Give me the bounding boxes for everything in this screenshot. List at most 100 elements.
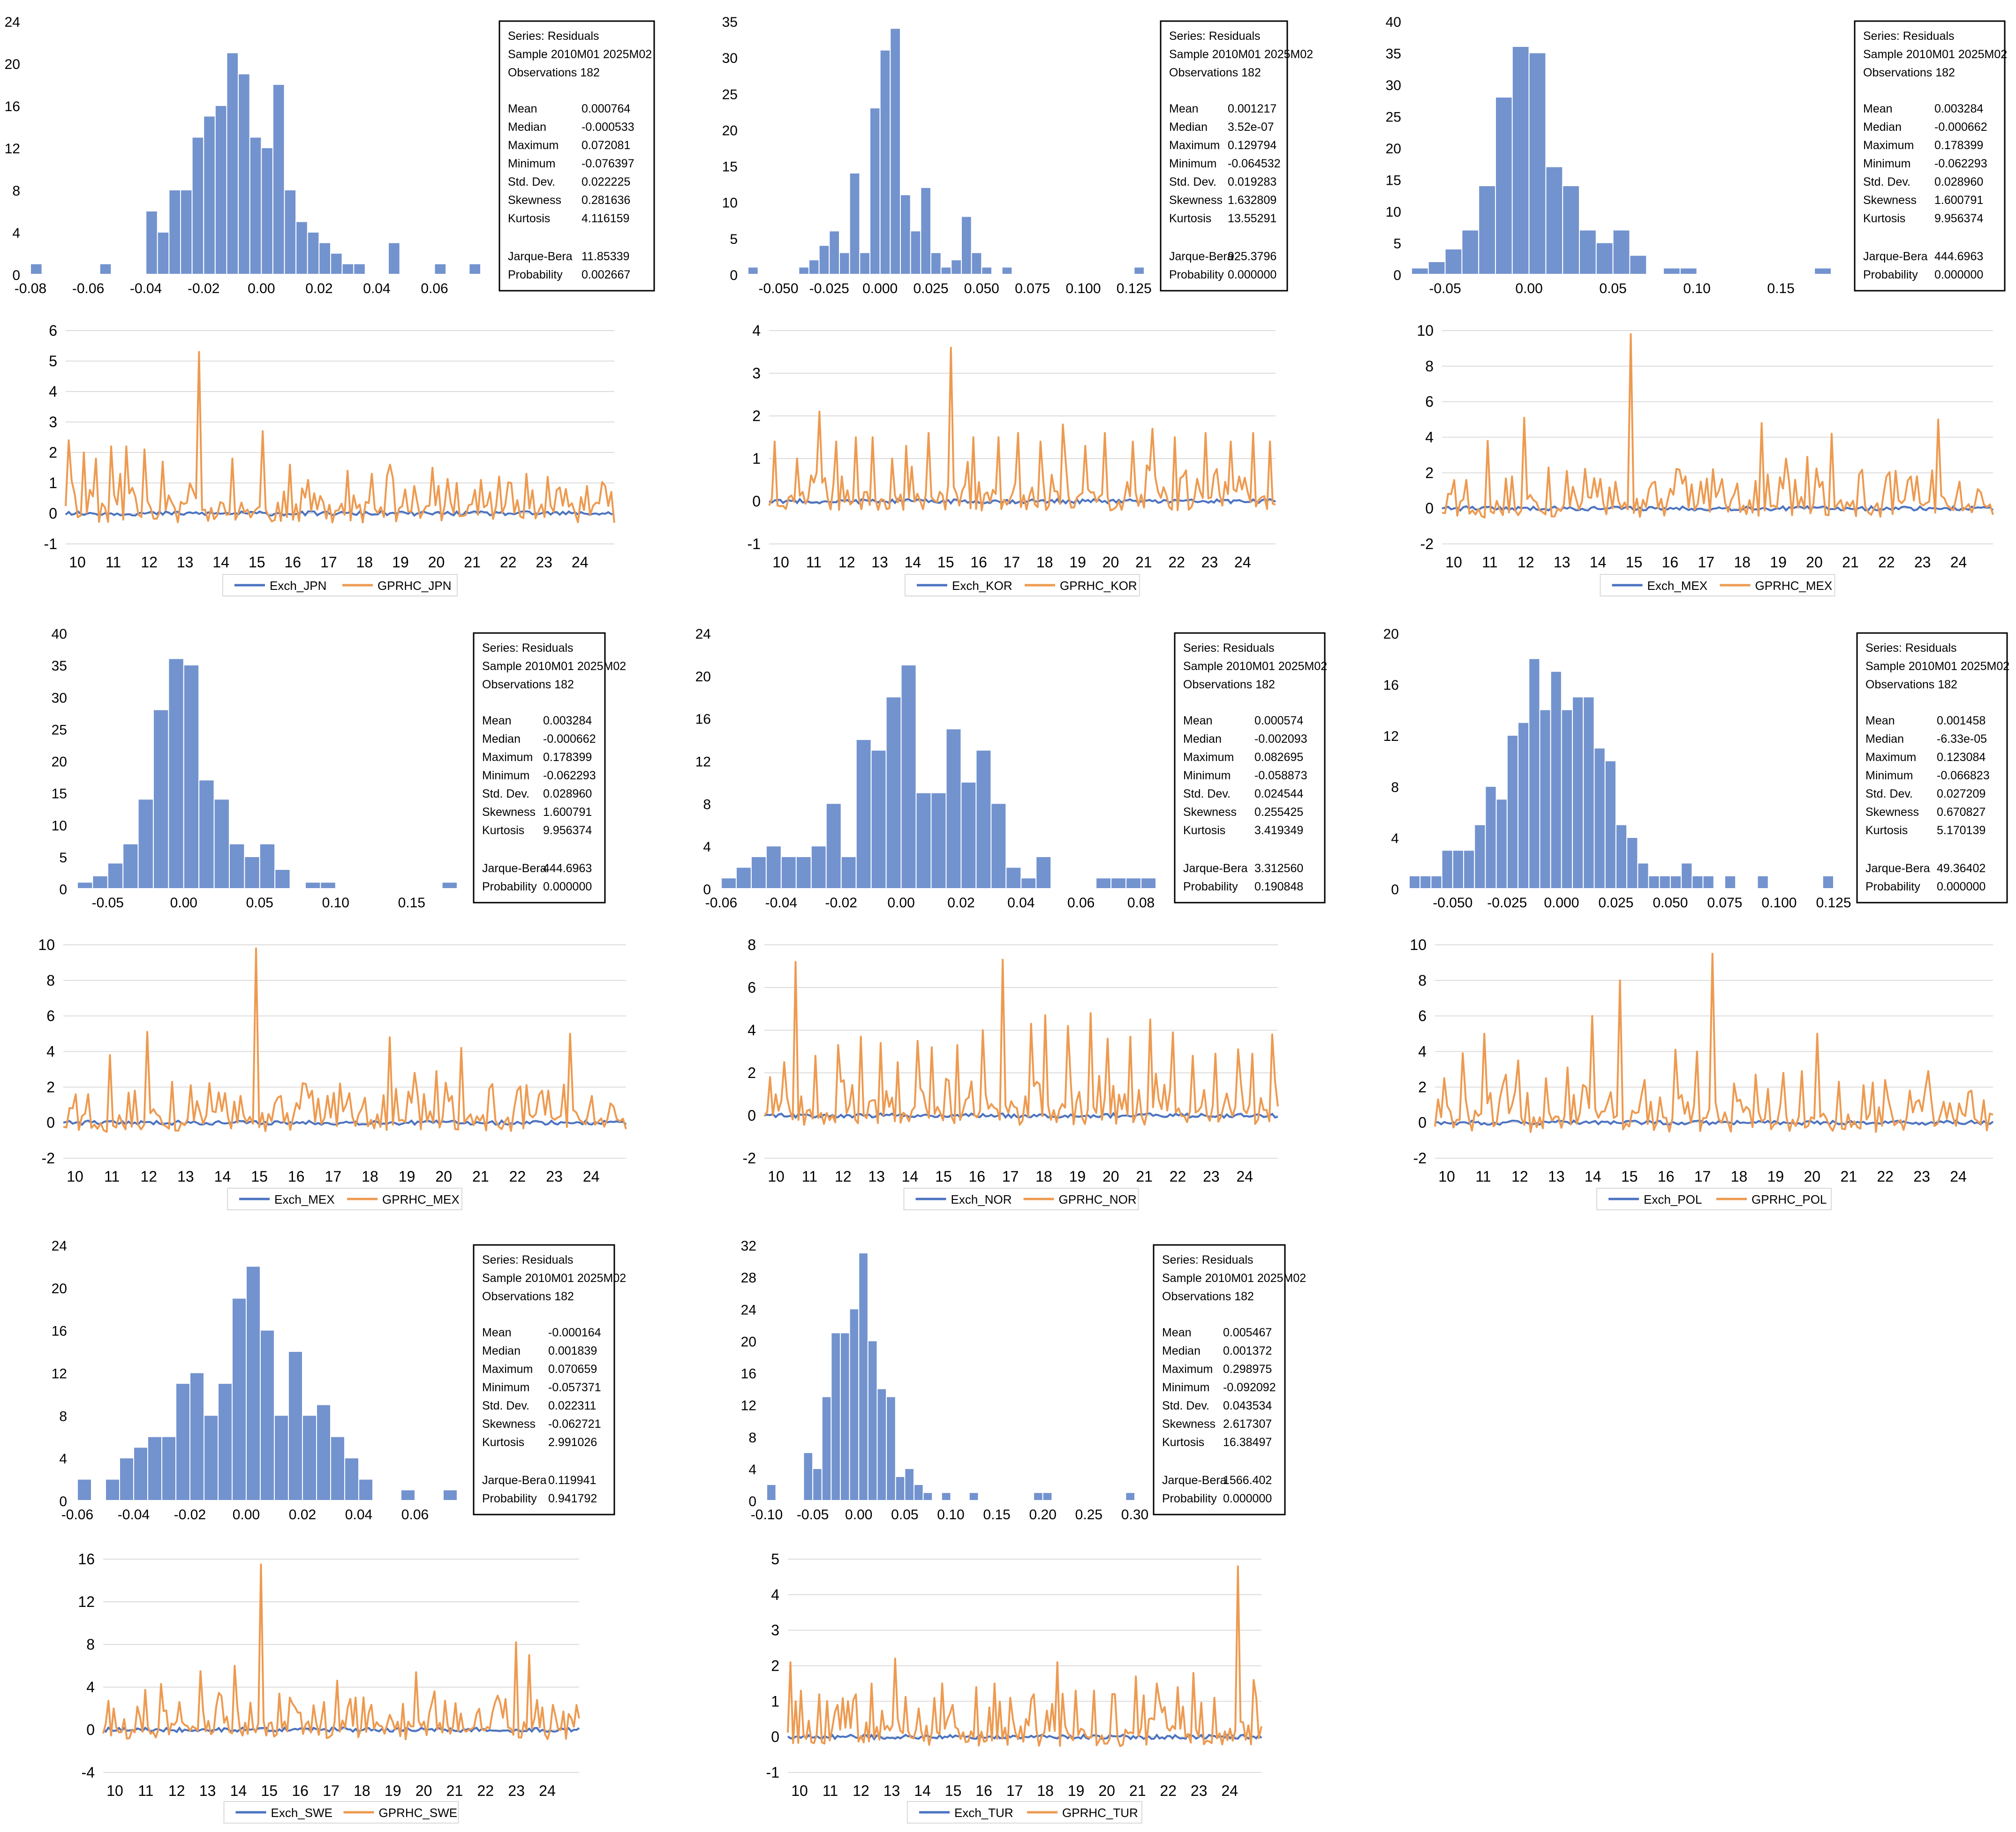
- legend-label-gprhc: GPRHC_MEX: [1755, 579, 1833, 593]
- histogram-bar: [204, 1415, 219, 1501]
- x-tick-label: 21: [464, 554, 481, 571]
- y-tick-label: 8: [46, 972, 55, 989]
- y-tick-label: 12: [5, 141, 20, 157]
- legend: Exch_NOR GPRHC_NOR: [903, 1188, 1139, 1210]
- x-tick-label: 22: [1877, 1168, 1894, 1185]
- stats-row-value: 4.116159: [581, 212, 629, 225]
- stats-observations-label: Observations 182: [482, 1290, 574, 1303]
- stats-row-value: -0.058873: [1254, 769, 1307, 782]
- stats-row-label: Maximum: [1183, 751, 1234, 764]
- stats-box: Series: Residuals Sample 2010M01 2025M02 O…: [1160, 20, 1313, 292]
- x-tick-label: 0.075: [1707, 895, 1742, 911]
- x-tick-label: 17: [1002, 1168, 1019, 1185]
- x-tick-label: 22: [500, 554, 517, 571]
- histogram-bar: [1669, 875, 1682, 889]
- histogram-bar: [238, 73, 250, 275]
- histogram-bar: [214, 105, 227, 275]
- legend: Exch_MEX GPRHC_MEX: [227, 1188, 462, 1210]
- y-tick-label: 16: [78, 1551, 95, 1568]
- histogram-bar: [272, 84, 285, 275]
- x-tick-label: 0.20: [1029, 1507, 1057, 1523]
- stats-box-frame: [1854, 20, 2006, 292]
- exch-series-line: [63, 1119, 627, 1126]
- x-tick-label: 19: [1069, 554, 1086, 571]
- histogram-bar: [147, 1436, 162, 1501]
- histogram-bar: [288, 1351, 303, 1501]
- histogram-bar: [218, 1383, 233, 1501]
- x-tick-label: 0.050: [964, 281, 999, 296]
- histogram-bar: [388, 242, 400, 275]
- histogram-bar: [353, 263, 366, 275]
- histogram-bar: [975, 749, 992, 889]
- histogram-bar: [930, 792, 947, 889]
- stats-box-frame: [498, 20, 655, 292]
- x-tick-label: 22: [1170, 1168, 1186, 1185]
- x-tick-label: 0.04: [363, 281, 390, 296]
- stats-row-value: -0.000662: [1934, 121, 1987, 134]
- x-tick-label: 0.15: [983, 1507, 1010, 1523]
- y-tick-label: 20: [5, 57, 20, 72]
- y-tick-label: 2: [1418, 1078, 1427, 1095]
- histogram-bar: [318, 242, 332, 275]
- stats-box: Series: Residuals Sample 2010M01 2025M02 O…: [473, 1244, 626, 1515]
- stats-prob-label: Probability: [1865, 880, 1920, 893]
- legend: Exch_MEX GPRHC_MEX: [1600, 574, 1835, 596]
- histogram-bar: [910, 230, 921, 275]
- histogram-bar: [189, 1372, 204, 1501]
- histogram-bar: [1562, 185, 1580, 275]
- histogram-bar: [249, 136, 262, 275]
- stats-row-value: 0.255425: [1254, 806, 1303, 819]
- x-tick-label: -0.025: [809, 281, 849, 296]
- stats-row-label: Skewness: [482, 806, 536, 819]
- y-tick-label: 8: [12, 183, 20, 199]
- histogram-chart: 0 4 8 12 16 20 -0.050 -0.025 0.000 0.025 0.050 0.07…: [1383, 626, 2010, 911]
- y-tick-label: 3: [752, 365, 761, 382]
- stats-row-value: -0.062721: [548, 1417, 601, 1431]
- y-tick-label: 8: [86, 1636, 95, 1653]
- x-tick-label: 15: [249, 554, 265, 571]
- x-tick-label: 24: [1234, 554, 1251, 571]
- legend-label-gprhc: GPRHC_MEX: [382, 1192, 460, 1206]
- histogram-bar: [870, 749, 887, 889]
- x-tick-label: 20: [435, 1168, 452, 1185]
- y-tick-label: 1: [752, 450, 761, 467]
- y-tick-label: 15: [1386, 173, 1401, 188]
- histogram-bar: [226, 52, 239, 275]
- stats-row-label: Mean: [508, 102, 537, 115]
- histogram-bar: [1495, 97, 1513, 275]
- stats-row-label: Median: [1162, 1344, 1201, 1357]
- stats-box: Series: Residuals Sample 2010M01 2025M02 O…: [1153, 1244, 1306, 1515]
- exch-series-line: [65, 510, 615, 517]
- histogram-bar: [798, 266, 810, 275]
- histogram-bar: [168, 658, 184, 889]
- histogram-bar: [229, 843, 245, 889]
- x-tick-label: -0.06: [705, 895, 737, 911]
- stats-row-label: Skewness: [508, 194, 561, 207]
- histogram-bar: [1583, 696, 1595, 889]
- x-tick-label: 12: [1511, 1168, 1528, 1185]
- histogram-bar: [1659, 875, 1671, 889]
- x-tick-label: 13: [871, 554, 888, 571]
- x-tick-label: 10: [1438, 1168, 1455, 1185]
- stats-row-value: 0.001839: [548, 1344, 597, 1357]
- stats-row-value: 0.003284: [1934, 102, 1983, 115]
- stats-row-label: Skewness: [1865, 806, 1919, 819]
- x-tick-label: 17: [1004, 554, 1020, 571]
- x-tick-label: 24: [572, 554, 589, 571]
- y-tick-label: 40: [52, 626, 67, 642]
- x-tick-label: 18: [1036, 554, 1053, 571]
- histogram-bar: [750, 856, 767, 889]
- stats-prob-label: Probability: [1169, 268, 1224, 281]
- histogram-bar: [1724, 875, 1737, 889]
- x-tick-label: -0.08: [15, 281, 46, 296]
- histogram-bar: [358, 1478, 373, 1501]
- y-tick-label: 35: [722, 15, 738, 30]
- x-tick-label: 13: [883, 1782, 900, 1799]
- x-tick-label: 16: [970, 554, 987, 571]
- stats-row-label: Minimum: [1162, 1381, 1209, 1394]
- histogram-bar: [1495, 799, 1508, 889]
- stats-prob-label: Probability: [1162, 1492, 1217, 1505]
- gprhc-series-line: [1442, 333, 1994, 519]
- x-tick-label: 23: [536, 554, 552, 571]
